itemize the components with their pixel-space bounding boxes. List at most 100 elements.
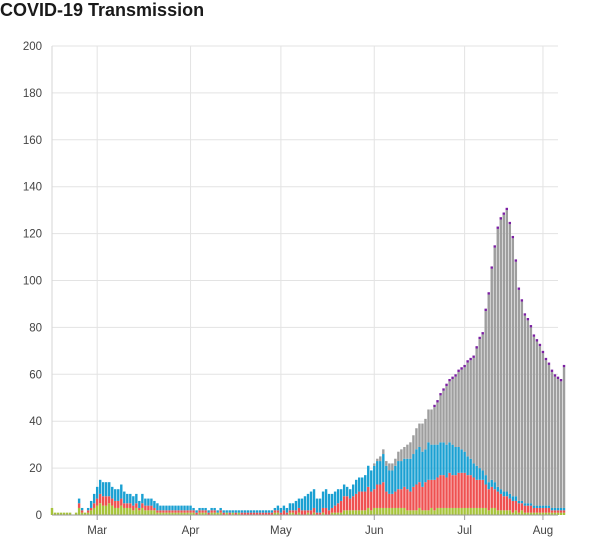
bar-segment-series-3 xyxy=(457,371,460,447)
bar-segment-series-0 xyxy=(553,512,557,515)
bar-segment-series-1 xyxy=(406,489,409,511)
bar-segment-series-4 xyxy=(445,383,448,387)
bar-segment-series-2 xyxy=(496,486,499,492)
bar-segment-series-3 xyxy=(484,310,487,476)
axes: 0 20 40 60 80 100 120 140 160 180 200 Mar Apr May Jun J… xyxy=(23,41,558,537)
bar-segment-series-2 xyxy=(529,503,533,506)
bar-segment-series-4 xyxy=(493,245,496,248)
bar-segment-series-2 xyxy=(406,458,409,490)
bar-segment-series-0 xyxy=(339,512,343,515)
bar-segment-series-1 xyxy=(379,484,382,508)
bar-segment-series-2 xyxy=(433,444,436,480)
bar-segment-series-2 xyxy=(144,498,147,506)
bar-segment-series-1 xyxy=(219,510,222,513)
bar-segment-series-2 xyxy=(559,507,563,511)
bar-segment-series-3 xyxy=(409,442,412,459)
bar-segment-series-2 xyxy=(321,491,325,508)
bar-segment-series-0 xyxy=(355,510,358,515)
bar-segment-series-3 xyxy=(442,390,445,443)
bar-segment-series-3 xyxy=(463,367,466,452)
bar-segment-series-0 xyxy=(330,512,334,515)
bar-segment-series-1 xyxy=(105,496,108,506)
bar-segment-series-2 xyxy=(547,505,551,508)
bar-segment-series-2 xyxy=(508,493,512,499)
bar-segment-series-0 xyxy=(105,505,108,515)
bar-segment-series-2 xyxy=(484,475,487,485)
bar-segment-series-1 xyxy=(243,512,246,515)
bar-segment-series-0 xyxy=(457,507,460,515)
bar-segment-series-3 xyxy=(379,456,382,462)
bar-segment-series-2 xyxy=(132,496,135,506)
bar-segment-series-3 xyxy=(496,228,499,487)
bar-segment-series-2 xyxy=(342,484,346,497)
bar-segment-series-2 xyxy=(520,500,524,504)
bar-segment-series-2 xyxy=(171,505,174,511)
bar-segment-series-1 xyxy=(333,505,337,513)
bar-segment-series-3 xyxy=(487,294,490,483)
y-tick-label: 120 xyxy=(23,229,42,241)
bar-segment-series-0 xyxy=(559,512,563,515)
bar-segment-series-1 xyxy=(270,512,274,515)
bar-segment-series-1 xyxy=(315,512,319,515)
bar-segment-series-3 xyxy=(502,214,505,492)
bar-segment-series-1 xyxy=(336,503,340,513)
bar-segment-series-2 xyxy=(538,505,542,508)
bar-segment-series-1 xyxy=(180,510,183,513)
bar-segment-series-1 xyxy=(562,510,566,513)
bar-segment-series-1 xyxy=(171,510,174,513)
bar-segment-series-2 xyxy=(535,505,539,508)
bar-segment-series-1 xyxy=(102,496,105,506)
bar-segment-series-0 xyxy=(415,510,418,515)
bar-segment-series-3 xyxy=(433,407,436,445)
bar-segment-series-0 xyxy=(141,507,144,515)
bar-segment-series-2 xyxy=(514,496,518,501)
bar-segment-series-3 xyxy=(436,402,439,445)
bar-segment-series-2 xyxy=(403,458,406,487)
bar-segment-series-1 xyxy=(165,510,168,513)
bar-segment-series-1 xyxy=(475,479,478,508)
bar-segment-series-1 xyxy=(77,503,81,508)
bar-segment-series-3 xyxy=(427,409,430,443)
bar-segment-series-0 xyxy=(445,507,448,515)
bar-segment-series-0 xyxy=(273,512,277,515)
bar-segment-series-0 xyxy=(312,512,316,515)
bar-segment-series-3 xyxy=(445,386,448,445)
bar-segment-series-1 xyxy=(409,491,412,511)
bar-segment-series-0 xyxy=(342,510,346,515)
bar-segment-series-0 xyxy=(481,507,484,515)
bar-segment-series-1 xyxy=(523,505,527,513)
bar-segment-series-0 xyxy=(111,505,114,515)
bar-segment-series-1 xyxy=(553,510,557,513)
bar-segment-series-2 xyxy=(412,454,415,487)
bar-segment-series-1 xyxy=(282,510,286,515)
bar-segment-series-2 xyxy=(291,503,295,511)
bar-segment-series-0 xyxy=(162,512,165,515)
bar-segment-series-2 xyxy=(391,470,394,494)
bar-segment-series-2 xyxy=(364,475,367,492)
bar-segment-series-2 xyxy=(138,500,141,508)
bar-segment-series-1 xyxy=(385,491,388,508)
bar-segment-series-1 xyxy=(424,482,427,511)
bar-segment-series-0 xyxy=(288,512,292,515)
bar-segment-series-1 xyxy=(544,507,548,513)
y-tick-label: 80 xyxy=(29,322,42,334)
bar-segment-series-4 xyxy=(469,357,472,361)
bar-segment-series-1 xyxy=(376,484,379,508)
bar-segment-series-2 xyxy=(430,444,433,480)
bar-segment-series-2 xyxy=(424,449,427,483)
bar-segment-series-1 xyxy=(135,503,138,508)
bar-segment-series-1 xyxy=(273,510,277,513)
bar-segment-series-2 xyxy=(400,461,403,490)
bar-segment-series-0 xyxy=(439,507,442,515)
bar-segment-series-0 xyxy=(502,510,505,515)
bar-segment-series-2 xyxy=(421,451,424,487)
bar-segment-series-2 xyxy=(102,482,105,497)
bar-segment-series-0 xyxy=(198,512,201,515)
bar-segment-series-3 xyxy=(499,219,502,490)
bar-segment-series-4 xyxy=(487,292,490,295)
bar-segment-series-2 xyxy=(135,493,138,504)
bar-segment-series-0 xyxy=(65,512,69,515)
bar-segment-series-0 xyxy=(388,507,391,515)
bar-segment-series-1 xyxy=(457,472,460,508)
bar-segment-series-0 xyxy=(433,510,436,515)
